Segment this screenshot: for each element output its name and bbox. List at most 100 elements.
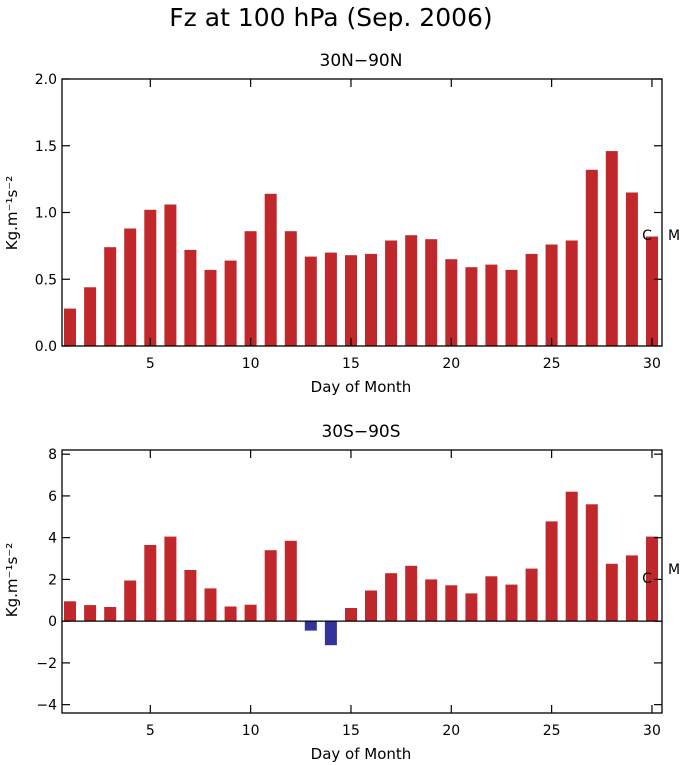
bar-day-25 (545, 244, 558, 346)
bar-day-23 (505, 584, 518, 622)
y-tick-label: 1.5 (35, 139, 57, 155)
chart-title: 30S−90S (321, 422, 400, 442)
bar-day-29 (625, 192, 638, 346)
bar-day-20 (445, 259, 458, 346)
bar-day-12 (284, 540, 297, 622)
y-tick-label: 4 (48, 531, 57, 547)
y-tick-label: 2.0 (35, 72, 57, 88)
bar-day-18 (405, 565, 418, 622)
bar-day-8 (204, 588, 217, 622)
bar-day-24 (525, 568, 538, 622)
bar-day-14 (324, 252, 337, 346)
bar-day-11 (264, 193, 277, 346)
bar-day-14 (324, 621, 337, 646)
bar-day-30 (646, 236, 658, 346)
bar-day-13 (304, 621, 317, 631)
bar-day-23 (505, 269, 518, 346)
annotation-m: M (668, 228, 680, 244)
y-axis-label: Kg.m⁻¹s⁻² (3, 543, 21, 617)
bar-day-4 (124, 228, 137, 346)
y-tick-label: 0.5 (35, 272, 57, 288)
bar-day-5 (144, 209, 157, 346)
bar-day-12 (284, 231, 297, 346)
bar-day-4 (124, 580, 137, 622)
bar-day-17 (385, 573, 398, 622)
bar-day-16 (365, 253, 377, 346)
bar-day-22 (485, 264, 498, 346)
bar-day-10 (244, 604, 257, 622)
bar-day-13 (304, 256, 317, 346)
y-tick-label: −4 (36, 698, 57, 714)
x-axis-label: Day of Month (311, 745, 412, 763)
bar-day-1 (64, 601, 76, 622)
chart-title: 30N−90N (320, 51, 403, 71)
bar-day-15 (345, 608, 357, 622)
bar-day-27 (585, 504, 598, 622)
bar-day-28 (605, 563, 618, 622)
y-tick-label: 0 (48, 614, 57, 630)
bar-day-16 (365, 590, 377, 622)
x-tick-label: 15 (342, 723, 360, 739)
x-tick-label: 5 (146, 723, 155, 739)
bar-day-7 (184, 570, 197, 622)
x-axis-label: Day of Month (311, 378, 412, 396)
x-tick-label: 20 (442, 723, 460, 739)
bar-day-21 (465, 267, 478, 346)
y-tick-label: 0.0 (35, 339, 57, 355)
bar-day-24 (525, 253, 538, 346)
bar-day-19 (425, 579, 438, 622)
x-tick-label: 25 (543, 356, 561, 372)
bar-day-3 (104, 607, 117, 622)
x-tick-label: 20 (442, 356, 460, 372)
x-tick-label: 15 (342, 356, 360, 372)
bar-day-6 (164, 204, 177, 346)
plot-frame (61, 449, 663, 714)
annotation-m: M (668, 562, 680, 578)
bar-day-20 (445, 585, 458, 622)
x-tick-label: 30 (643, 723, 661, 739)
bar-day-29 (625, 555, 638, 622)
y-axis-label: Kg.m⁻¹s⁻² (3, 176, 21, 250)
x-tick-label: 10 (242, 723, 260, 739)
chart-30s-90s: 30S−90S −4 −2 0 2 4 6 8 5 10 15 20 25 30 Day of Mont… (3, 422, 680, 763)
y-tick-label: 1.0 (35, 206, 57, 222)
bar-day-2 (84, 287, 97, 346)
axes: −4 −2 0 2 4 6 8 5 10 15 20 25 30 (36, 447, 663, 739)
bar-day-30 (646, 536, 658, 622)
bar-day-19 (425, 239, 438, 346)
bar-day-17 (385, 240, 398, 346)
bar-day-22 (485, 576, 498, 622)
bar-day-27 (585, 169, 598, 346)
bar-day-9 (224, 260, 237, 346)
y-tick-label: 6 (48, 489, 57, 505)
y-tick-label: −2 (36, 656, 57, 672)
x-tick-label: 10 (242, 356, 260, 372)
x-tick-label: 25 (543, 723, 561, 739)
bar-day-7 (184, 249, 197, 346)
x-tick-label: 30 (643, 356, 661, 372)
annotation-c: C (642, 571, 652, 587)
y-tick-label: 8 (48, 447, 57, 463)
axes: 0.0 0.5 1.0 1.5 2.0 5 10 15 20 25 30 (35, 72, 663, 372)
bar-day-1 (64, 308, 76, 346)
bar-day-25 (545, 521, 558, 622)
bar-day-11 (264, 550, 277, 622)
bar-day-9 (224, 606, 237, 622)
y-tick-label: 2 (48, 572, 57, 588)
x-tick-label: 5 (146, 356, 155, 372)
bar-day-8 (204, 269, 217, 346)
bar-group (64, 491, 658, 646)
bar-day-10 (244, 231, 257, 346)
bar-day-2 (84, 605, 97, 622)
bar-day-18 (405, 235, 418, 346)
chart-30n-90n: 30N−90N 0.0 0.5 1.0 1.5 2.0 5 10 15 20 25 30 Day o… (3, 51, 680, 396)
bar-day-26 (565, 240, 578, 346)
bar-day-21 (465, 593, 478, 622)
bar-day-28 (605, 151, 618, 346)
bar-day-5 (144, 545, 157, 622)
figure-title: Fz at 100 hPa (Sep. 2006) (169, 3, 492, 32)
bar-day-3 (104, 247, 117, 346)
bar-group (64, 151, 658, 346)
annotation-c: C (642, 228, 652, 244)
